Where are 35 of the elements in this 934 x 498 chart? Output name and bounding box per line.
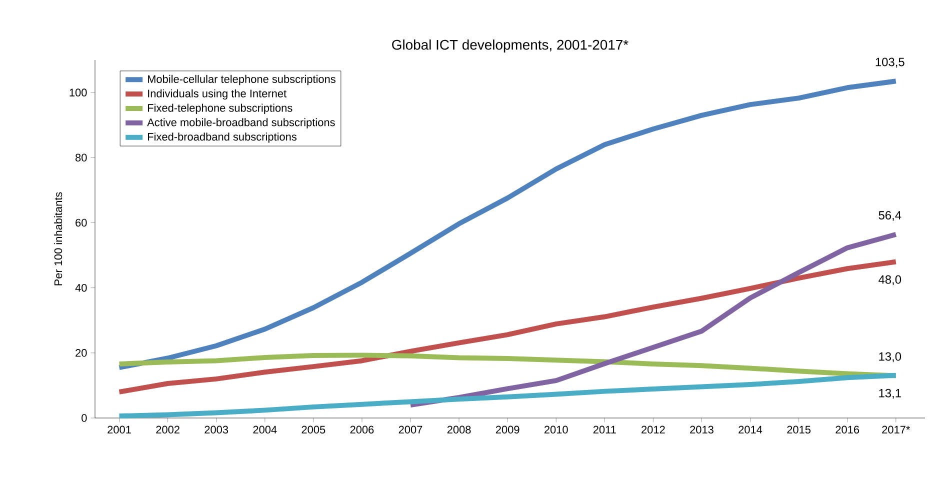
x-tick-label: 2004 bbox=[253, 426, 277, 434]
x-tick-label: 2003 bbox=[204, 426, 228, 434]
x-tick-label: 2015 bbox=[787, 426, 811, 434]
x-tick-label: 2012 bbox=[642, 426, 665, 434]
x-tick-label: 2008 bbox=[447, 426, 471, 434]
x-tick-label: 2009 bbox=[496, 426, 520, 434]
data-label: 103,5 bbox=[876, 58, 904, 68]
y-tick-label: 80 bbox=[76, 154, 87, 162]
y-tick-label: 100 bbox=[70, 88, 87, 96]
x-tick-label: 2002 bbox=[156, 426, 180, 434]
y-tick-label: 20 bbox=[76, 349, 87, 357]
y-tick-label: 40 bbox=[75, 284, 87, 292]
data-label: 56,4 bbox=[878, 211, 902, 221]
data-label: 48,0 bbox=[878, 275, 902, 286]
x-tick-label: 2016 bbox=[836, 426, 860, 434]
y-tick-label: 60 bbox=[76, 218, 87, 227]
data-label: 13,1 bbox=[879, 388, 901, 399]
data-label: 13,0 bbox=[879, 352, 902, 362]
x-tick-label: 2013 bbox=[690, 426, 714, 434]
legend-label: Individuals using the Internet bbox=[148, 89, 286, 100]
legend-label: Fixed-telephone subscriptions bbox=[148, 104, 292, 114]
legend-label: Active mobile-broadband subscriptions bbox=[147, 118, 335, 128]
x-tick-label: 2017* bbox=[882, 426, 910, 434]
x-tick-label: 2011 bbox=[593, 426, 616, 434]
x-tick-label: 2010 bbox=[544, 426, 568, 434]
x-tick-label: 2007 bbox=[398, 426, 422, 434]
legend-label: Fixed-broadband subscriptions bbox=[148, 132, 297, 143]
chart-title: Global ICT developments, 2001-2017* bbox=[392, 39, 628, 52]
x-tick-label: 2006 bbox=[350, 426, 374, 434]
x-tick-label: 2014 bbox=[738, 426, 762, 434]
legend-label: Mobile-cellular telephone subscriptions bbox=[148, 74, 336, 86]
y-axis-title: Per 100 inhabitants bbox=[54, 192, 62, 286]
x-tick-label: 2001 bbox=[108, 426, 131, 434]
x-tick-label: 2005 bbox=[302, 426, 326, 434]
y-tick-label: 0 bbox=[82, 414, 87, 422]
